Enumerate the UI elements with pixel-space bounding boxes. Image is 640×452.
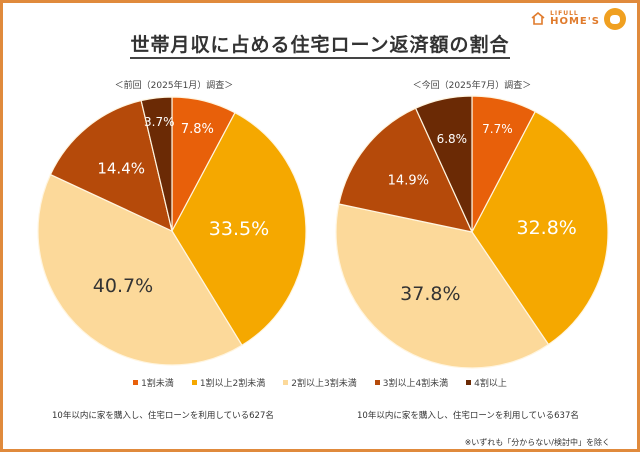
pie2-slice-4 bbox=[338, 107, 474, 233]
chart-title-text: 世帯月収に占める住宅ローン返済額の割合 bbox=[130, 34, 510, 59]
legend-label: 3割以上4割未満 bbox=[382, 379, 449, 389]
legend-label: 4割以上 bbox=[474, 379, 507, 389]
legend-item: 1割以上2割未満 bbox=[191, 376, 266, 389]
pie2-slice-2 bbox=[471, 110, 609, 346]
chart-title: 世帯月収に占める住宅ローン返済額の割合 bbox=[0, 30, 640, 59]
legend-item: 2割以上3割未満 bbox=[283, 376, 357, 389]
pie2-subtitle: ＜今回（2025年7月）調査＞ bbox=[412, 81, 532, 91]
pie2-label-4: 14.9% bbox=[388, 173, 429, 188]
pie2-label-3: 37.8% bbox=[400, 283, 460, 305]
pie2-slice-5 bbox=[414, 95, 473, 233]
pie2-slice-3 bbox=[335, 203, 550, 369]
pie1-slice-2 bbox=[171, 111, 307, 347]
pie1-subtitle: ＜前回（2025年1月）調査＞ bbox=[114, 81, 234, 91]
mascot-icon bbox=[604, 8, 626, 30]
pie2-label-5: 6.8% bbox=[437, 132, 468, 146]
legend-item: 3割以上4割未満 bbox=[374, 376, 449, 389]
legend-swatch bbox=[466, 380, 472, 385]
pie2-label-2: 32.8% bbox=[517, 217, 577, 239]
pie2-note: 10年以内に家を購入し、住宅ローンを利用している637名 bbox=[357, 411, 579, 421]
legend: 1割未満 1割以上2割未満 2割以上3割未満 3割以上4割未満 4割以上 bbox=[0, 376, 640, 389]
legend-swatch bbox=[133, 380, 139, 385]
house-icon bbox=[531, 12, 545, 25]
pie1-label-3: 40.7% bbox=[93, 275, 153, 297]
pie1-slice-5 bbox=[140, 96, 173, 232]
legend-item: 1割未満 bbox=[133, 376, 174, 389]
pie1-label-1: 7.8% bbox=[181, 122, 214, 137]
logo-line1: LIFULL bbox=[550, 10, 579, 17]
pie1-label-5: 3.7% bbox=[144, 115, 175, 129]
legend-item: 4割以上 bbox=[466, 376, 507, 389]
pie1-label-4: 14.4% bbox=[97, 160, 145, 178]
legend-label: 1割以上2割未満 bbox=[199, 379, 266, 389]
pie1-slice-3 bbox=[37, 173, 243, 366]
legend-label: 1割未満 bbox=[141, 379, 174, 389]
pie1-label-2: 33.5% bbox=[209, 218, 269, 240]
pie1-slice-4 bbox=[49, 99, 173, 233]
lifull-homes-logo: LIFULL HOME'S bbox=[530, 8, 626, 30]
pie2-label-1: 7.7% bbox=[482, 122, 513, 136]
legend-swatch bbox=[191, 380, 197, 385]
legend-swatch bbox=[283, 380, 289, 385]
logo-line2: HOME'S bbox=[550, 16, 600, 27]
pie1-note: 10年以内に家を購入し、住宅ローンを利用している627名 bbox=[52, 411, 274, 421]
legend-swatch bbox=[374, 380, 380, 385]
legend-label: 2割以上3割未満 bbox=[291, 379, 357, 389]
footnote: ※いずれも「分からない/検討中」を除く bbox=[464, 438, 610, 447]
